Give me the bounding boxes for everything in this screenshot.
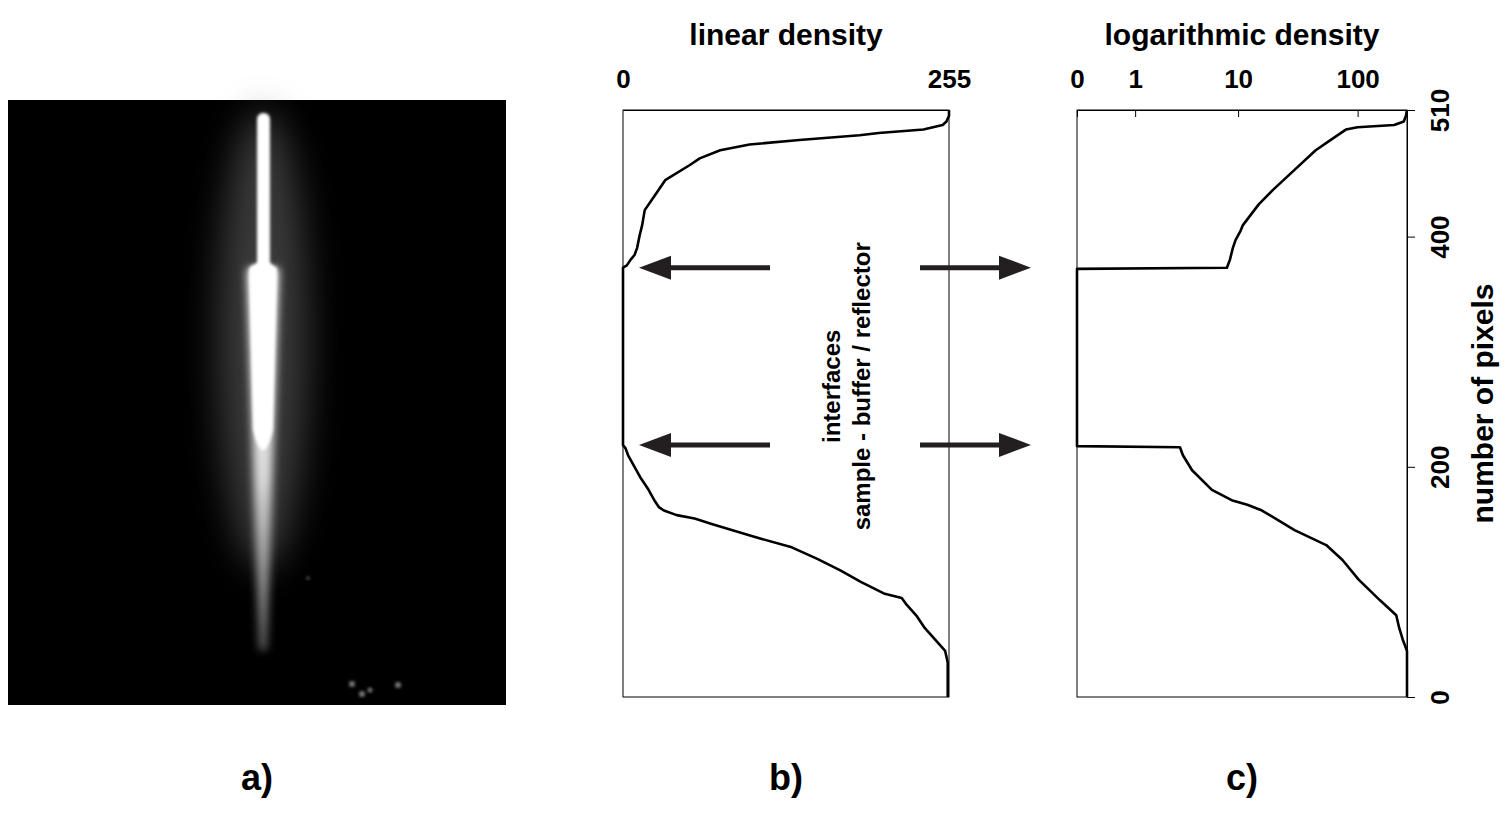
panel-b: 0 255 linear density b) — [616, 18, 971, 798]
annotation-text: sample - buffer / reflector — [848, 242, 875, 530]
tick-label: 255 — [928, 64, 971, 94]
arrow-head — [999, 433, 1031, 457]
x-tick: 1 — [1128, 64, 1142, 117]
annotation-text: interfaces — [818, 330, 845, 443]
tick-mark — [1407, 697, 1415, 698]
x-axis: 0 1 10 100 — [1070, 64, 1407, 117]
tick-label: 100 — [1336, 64, 1379, 94]
tick-mark — [1407, 467, 1415, 468]
x-tick: 0 — [616, 64, 630, 110]
x-tick: 100 — [1336, 64, 1379, 117]
speck — [307, 577, 310, 580]
speck — [349, 681, 355, 687]
tick-label: 510 — [1425, 89, 1455, 132]
arrow-head — [999, 256, 1031, 280]
arrow-shaft — [663, 442, 770, 447]
axis-line — [624, 110, 950, 111]
arrow-shaft — [920, 442, 1007, 447]
panel-label: a) — [241, 757, 273, 798]
plot-marks — [1077, 110, 1407, 697]
tick-mark — [1238, 110, 1239, 117]
panel-label: c) — [1226, 757, 1258, 798]
tick-label: 0 — [1425, 690, 1455, 704]
speck — [395, 682, 401, 688]
streak-top — [257, 113, 270, 278]
arrow-shaft — [663, 265, 770, 270]
annotation: interfacessample - buffer / reflector — [639, 242, 1031, 530]
profile-line — [1077, 110, 1407, 697]
tick-mark — [1407, 110, 1415, 111]
tick-mark — [1135, 110, 1136, 117]
tick-label: 0 — [1070, 64, 1084, 94]
tick-mark — [1407, 237, 1415, 238]
y-axis: 0 200 400 510 — [1407, 89, 1455, 705]
x-axis: 0 255 — [616, 64, 971, 111]
speck — [359, 691, 365, 697]
tick-label: 1 — [1128, 64, 1142, 94]
y-tick: 200 — [1407, 446, 1455, 489]
image-background — [8, 100, 506, 705]
arrow-head — [639, 433, 671, 457]
arrow-shaft — [920, 265, 1007, 270]
profile-line — [623, 110, 949, 697]
panel-a: a) — [8, 100, 506, 798]
tick-label: 10 — [1224, 64, 1253, 94]
plot-frame — [623, 110, 949, 697]
panel-c: 0 1 10 100 0 200 400 510 logarithmic density numb… — [1070, 18, 1499, 798]
streak-bright — [249, 262, 277, 450]
figure: a) 0 255 linear density b) 0 1 10 100 0 200 400 510 l… — [0, 0, 1509, 825]
axis-line — [1407, 111, 1408, 698]
tick-mark — [1358, 110, 1359, 117]
plot-frame — [1077, 110, 1407, 697]
y-axis-title: number of pixels — [1466, 283, 1499, 523]
y-tick: 510 — [1407, 89, 1455, 132]
x-tick: 0 — [1070, 64, 1084, 117]
y-tick: 400 — [1407, 215, 1455, 258]
tick-mark — [1077, 110, 1078, 117]
x-tick: 255 — [928, 64, 971, 110]
arrow-head — [639, 256, 671, 280]
tick-label: 400 — [1425, 215, 1455, 258]
tick-label: 0 — [616, 64, 630, 94]
x-tick: 10 — [1224, 64, 1253, 117]
tick-label: 200 — [1425, 446, 1455, 489]
x-axis-title: linear density — [689, 18, 883, 51]
panel-label: b) — [769, 757, 803, 798]
speck — [368, 688, 373, 693]
y-tick: 0 — [1407, 690, 1455, 704]
plot-marks — [623, 110, 949, 697]
x-axis-title: logarithmic density — [1104, 18, 1379, 51]
